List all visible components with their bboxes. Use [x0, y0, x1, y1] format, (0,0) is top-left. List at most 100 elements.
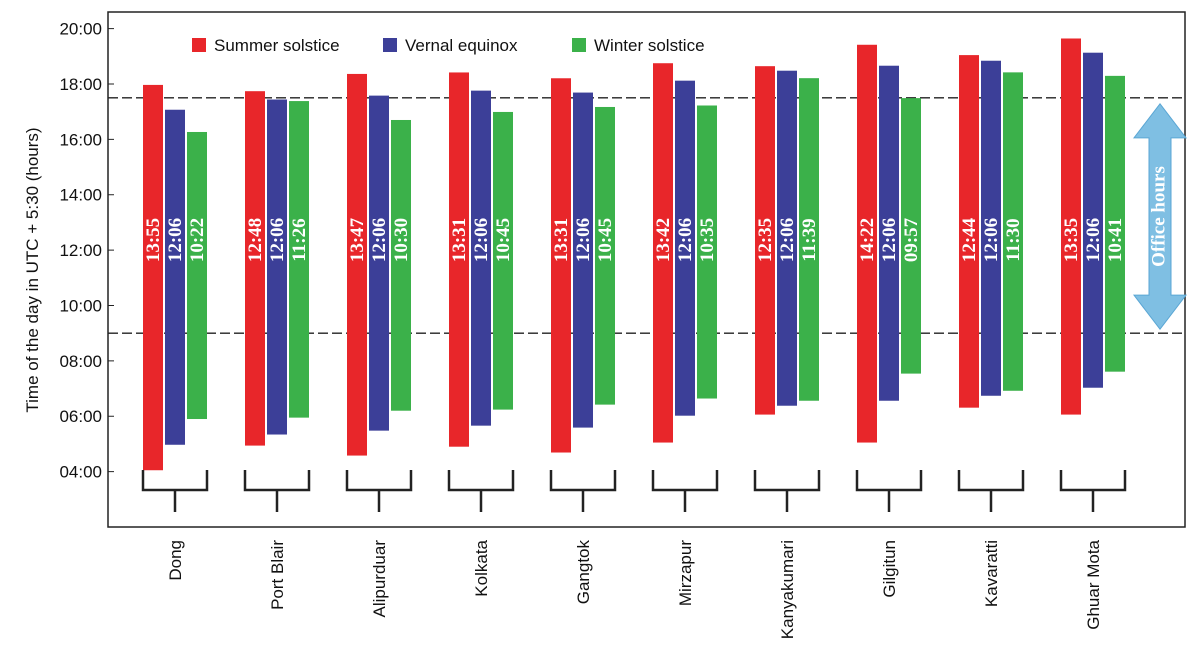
bar	[551, 78, 571, 453]
bar	[391, 119, 411, 411]
bar	[289, 101, 309, 418]
value-label: 10:45	[595, 218, 616, 262]
group-bracket	[1059, 470, 1127, 512]
x-tick-label: Gangtok	[574, 540, 593, 605]
value-label: 12:06	[471, 218, 492, 262]
bar	[675, 80, 695, 416]
office-hours-arrow	[1132, 103, 1188, 331]
y-tick-label: 20:00	[59, 20, 102, 39]
x-tick-label: Kavaratti	[982, 540, 1001, 607]
x-tick-label: Kolkata	[472, 539, 491, 596]
plot-frame	[107, 11, 1186, 528]
legend-swatch	[572, 38, 586, 52]
value-label: 10:45	[493, 218, 514, 262]
bar	[595, 106, 615, 405]
value-label: 12:06	[879, 218, 900, 262]
bar	[901, 98, 921, 374]
y-tick-label: 16:00	[59, 130, 102, 149]
bar	[1003, 72, 1023, 391]
value-label: 14:22	[857, 218, 878, 262]
y-tick-label: 18:00	[59, 75, 102, 94]
x-tick-label: Kanyakumari	[778, 540, 797, 639]
group-bracket	[651, 470, 719, 512]
bar	[347, 73, 367, 456]
bar	[981, 60, 1001, 396]
bar	[755, 66, 775, 415]
x-tick-label: Dong	[166, 540, 185, 581]
x-tick-label: Mirzapur	[676, 540, 695, 606]
group-bracket	[345, 470, 413, 512]
value-label: 12:06	[675, 218, 696, 262]
y-tick-label: 04:00	[59, 463, 102, 482]
group-bracket	[141, 470, 209, 512]
value-label: 13:55	[143, 218, 164, 262]
bar	[959, 55, 979, 408]
value-label: 12:35	[755, 218, 776, 262]
bar	[777, 70, 797, 406]
value-label: 12:06	[981, 218, 1002, 262]
bar	[879, 65, 899, 401]
x-tick-label: Alipurduar	[370, 540, 389, 618]
value-label: 12:48	[245, 218, 266, 262]
group-bracket	[753, 470, 821, 512]
value-label: 12:06	[777, 218, 798, 262]
y-axis-label: Time of the day in UTC + 5:30 (hours)	[23, 127, 42, 412]
value-label: 13:42	[653, 218, 674, 262]
bar	[267, 99, 287, 435]
bar	[653, 63, 673, 443]
legend-swatch	[383, 38, 397, 52]
value-label: 12:06	[573, 218, 594, 262]
bar	[1105, 75, 1125, 372]
x-tick-label: Ghuar Mota	[1084, 539, 1103, 629]
bar	[1083, 52, 1103, 388]
value-label: 10:30	[391, 218, 412, 262]
bar	[697, 105, 717, 399]
bar	[471, 90, 491, 426]
value-label: 11:26	[289, 218, 310, 261]
value-label: 12:06	[369, 218, 390, 262]
bar	[165, 109, 185, 445]
y-tick-label: 06:00	[59, 407, 102, 426]
y-tick-label: 14:00	[59, 186, 102, 205]
value-label: 13:31	[449, 218, 470, 262]
bar	[369, 95, 389, 431]
group-bracket	[957, 470, 1025, 512]
x-tick-label: Port Blair	[268, 540, 287, 610]
bar	[857, 44, 877, 443]
bar	[187, 131, 207, 420]
bar	[143, 84, 163, 471]
bar	[245, 91, 265, 446]
annotation: Office hours	[1148, 166, 1169, 267]
legend-swatch	[192, 38, 206, 52]
legend-label: Vernal equinox	[405, 36, 518, 55]
bar	[573, 92, 593, 428]
group-bracket	[243, 470, 311, 512]
bar	[449, 72, 469, 447]
group-bracket	[447, 470, 515, 512]
value-label: 10:35	[697, 218, 718, 262]
value-label: 10:22	[187, 218, 208, 262]
value-label: 13:31	[551, 218, 572, 262]
legend-label: Winter solstice	[594, 36, 705, 55]
value-label: 12:06	[165, 218, 186, 262]
legend-label: Summer solstice	[214, 36, 340, 55]
group-bracket	[855, 470, 923, 512]
value-label: 10:41	[1105, 218, 1126, 262]
value-label: 13:47	[347, 217, 368, 262]
y-tick-label: 08:00	[59, 352, 102, 371]
value-label: 11:30	[1003, 218, 1024, 261]
y-tick-label: 10:00	[59, 296, 102, 315]
group-bracket	[549, 470, 617, 512]
value-label: 09:57	[901, 217, 922, 262]
value-label: 12:44	[959, 217, 980, 262]
value-label: 12:06	[1083, 218, 1104, 262]
y-tick-label: 12:00	[59, 241, 102, 260]
bar	[799, 78, 819, 401]
value-label: 13:35	[1061, 218, 1082, 262]
x-tick-label: Gilgitun	[880, 540, 899, 598]
bar	[493, 111, 513, 410]
value-label: 11:39	[799, 218, 820, 261]
value-label: 12:06	[267, 218, 288, 262]
bar	[1061, 38, 1081, 415]
